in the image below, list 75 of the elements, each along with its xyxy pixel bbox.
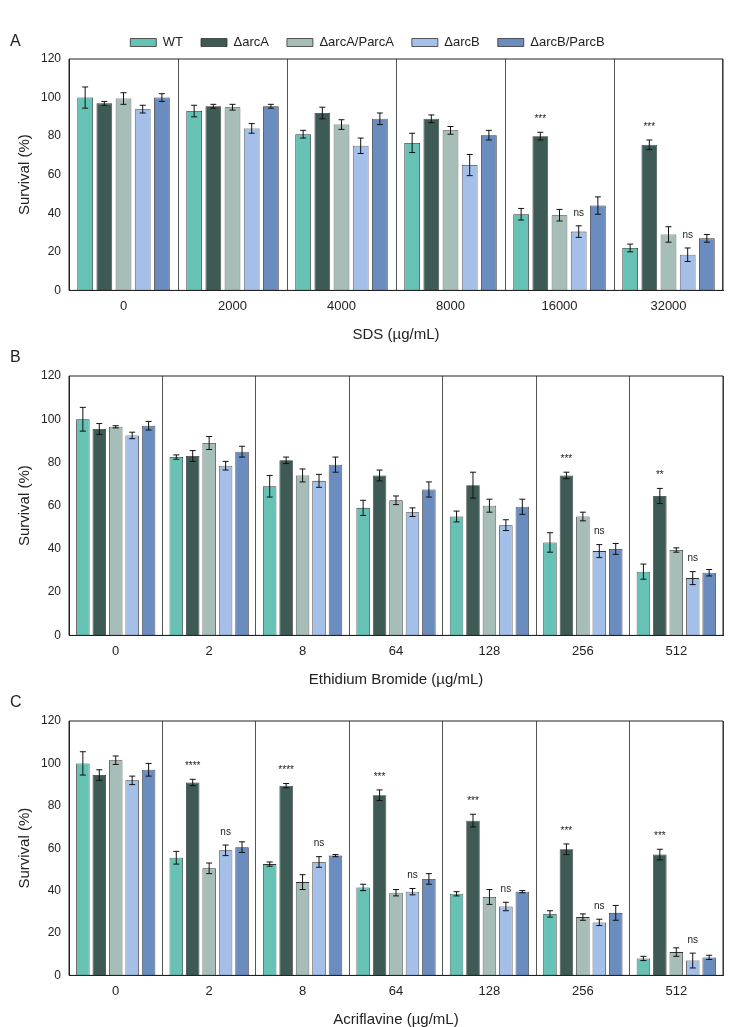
x-tick-label: 128 (478, 642, 501, 658)
data-label: ns (687, 552, 699, 564)
y-tick-label: 100 (40, 755, 62, 770)
legend-label: ΔarcB (444, 34, 480, 50)
x-axis-title: Ethidium Bromide (µg/mL) (308, 670, 484, 688)
x-axis-title: SDS (µg/mL) (352, 325, 440, 343)
x-tick-label: 512 (665, 642, 688, 658)
y-tick-label: 40 (47, 882, 62, 897)
y-tick-label: 100 (40, 411, 62, 426)
y-tick-label: 20 (47, 925, 62, 940)
data-label: ns (687, 933, 699, 945)
y-axis-title: Survival (%) (15, 465, 33, 547)
data-label: *** (373, 770, 386, 782)
data-label: ns (594, 525, 605, 537)
y-tick-label: 20 (47, 584, 62, 599)
data-label: *** (534, 113, 547, 125)
x-tick-label: 512 (665, 982, 688, 998)
x-tick-label: 2000 (218, 297, 247, 313)
data-label: *** (643, 120, 656, 132)
data-label: *** (654, 830, 666, 842)
y-tick-label: 80 (47, 454, 62, 469)
x-tick-label: 32000 (650, 297, 687, 313)
y-tick-label: 0 (54, 627, 62, 642)
y-tick-label: 0 (54, 967, 62, 982)
data-label: ns (220, 825, 231, 837)
data-label: ns (682, 228, 693, 240)
x-tick-label: 4000 (327, 297, 356, 313)
y-tick-label: 60 (47, 167, 62, 182)
y-tick-label: 60 (47, 498, 62, 513)
x-tick-label: 2 (205, 642, 213, 658)
data-label: ns (573, 206, 584, 218)
x-tick-label: 128 (478, 982, 501, 998)
y-tick-label: 40 (47, 205, 62, 220)
x-axis-title: Acriflavine (µg/mL) (333, 1010, 459, 1027)
data-label: *** (467, 795, 479, 807)
x-tick-label: 16000 (541, 297, 578, 313)
data-label: ns (313, 837, 325, 849)
y-tick-label: 0 (54, 282, 62, 297)
data-label: ** (655, 469, 664, 481)
data-label: ns (407, 869, 418, 881)
chart-title: A (10, 32, 21, 50)
legend-label: ΔarcA (233, 34, 270, 50)
x-tick-label: 64 (388, 642, 404, 658)
y-tick-label: 120 (40, 51, 62, 66)
y-tick-label: 60 (47, 840, 62, 855)
x-tick-label: 8 (298, 642, 307, 658)
legend-label: ΔarcB/ParcB (530, 34, 605, 50)
x-tick-label: 256 (572, 642, 594, 658)
x-tick-label: 0 (119, 297, 128, 313)
legend-label: ΔarcA/ParcA (319, 34, 395, 50)
chart-title: B (10, 348, 21, 366)
y-tick-label: 100 (40, 89, 62, 104)
x-tick-label: 8000 (436, 297, 465, 313)
data-label: *** (560, 452, 573, 464)
chart-title: C (10, 693, 22, 711)
y-tick-label: 120 (40, 713, 62, 728)
x-tick-label: 2 (205, 982, 213, 998)
x-tick-label: 0 (112, 982, 120, 998)
data-label: *** (560, 824, 573, 836)
y-axis-title: Survival (%) (15, 134, 33, 216)
y-axis-title: Survival (%) (15, 807, 33, 889)
x-tick-label: 0 (112, 642, 120, 658)
y-tick-label: 80 (47, 128, 62, 143)
x-tick-label: 256 (572, 982, 594, 998)
x-tick-label: 8 (298, 982, 307, 998)
data-label: **** (184, 760, 201, 772)
legend-label: WT (162, 34, 184, 50)
y-tick-label: 40 (47, 541, 62, 556)
x-tick-label: 64 (388, 982, 404, 998)
data-label: **** (278, 764, 295, 776)
data-label: ns (500, 883, 512, 895)
y-tick-label: 120 (40, 368, 62, 383)
y-tick-label: 80 (47, 798, 62, 813)
data-label: ns (594, 899, 605, 911)
y-tick-label: 20 (47, 244, 62, 259)
